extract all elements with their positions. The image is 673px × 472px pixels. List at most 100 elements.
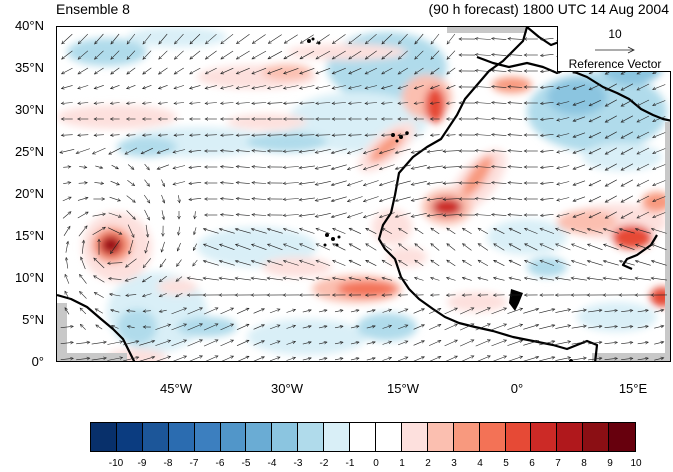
- wind-vector: [145, 180, 150, 187]
- wind-vector: [173, 166, 185, 169]
- wind-vector: [541, 214, 554, 215]
- wind-vector: [93, 148, 106, 154]
- reference-vector-box: 10 Reference Vector: [557, 26, 671, 72]
- wind-vector: [637, 180, 649, 186]
- wind-vector: [492, 340, 507, 346]
- wind-vector: [189, 198, 201, 199]
- wind-vector: [287, 310, 296, 313]
- wind-vector: [478, 244, 488, 251]
- wind-vector: [219, 278, 235, 280]
- wind-vector: [204, 340, 218, 346]
- wind-vector: [539, 325, 555, 329]
- wind-vector: [80, 291, 87, 298]
- wind-vector: [492, 38, 507, 39]
- wind-vector: [94, 103, 104, 104]
- wind-vector: [333, 260, 346, 265]
- wind-vector: [188, 356, 203, 362]
- wind-vector: [635, 261, 650, 266]
- wind-vector: [76, 149, 90, 154]
- wind-vector: [555, 278, 570, 280]
- colorbar: [90, 422, 636, 452]
- wind-vector: [523, 357, 538, 362]
- wind-vector: [462, 278, 471, 281]
- wind-vector: [96, 325, 102, 329]
- wind-vector: [331, 165, 346, 169]
- wind-vector: [415, 228, 424, 234]
- wind-vector: [653, 85, 666, 90]
- wind-vector: [159, 51, 168, 59]
- wind-vector: [237, 308, 249, 313]
- wind-vector: [62, 34, 73, 44]
- wind-vector: [287, 358, 296, 361]
- wind-vector: [447, 278, 456, 281]
- colorbar-tick-label: -10: [109, 458, 123, 469]
- wind-vector: [221, 199, 234, 200]
- wind-vector: [128, 165, 134, 170]
- wind-vector: [299, 182, 315, 184]
- wind-vector: [194, 227, 196, 234]
- wind-vector: [172, 356, 187, 362]
- colorbar-segment: [583, 423, 609, 451]
- wind-vector: [605, 196, 617, 202]
- wind-vector: [174, 103, 184, 104]
- wind-vector: [431, 244, 439, 251]
- wind-vector: [299, 214, 315, 216]
- wind-vector: [621, 180, 633, 186]
- colorbar-tick-label: 8: [581, 458, 587, 469]
- wind-vector: [270, 309, 280, 313]
- panel-title: Ensemble 8: [56, 1, 130, 17]
- colorbar-tick-label: 10: [630, 458, 641, 469]
- wind-vector: [94, 292, 103, 297]
- wind-vector: [236, 182, 250, 183]
- wind-vector: [587, 278, 603, 280]
- wind-vector: [605, 342, 618, 343]
- wind-vector: [555, 341, 570, 344]
- wind-vector: [331, 213, 346, 217]
- wind-vector: [178, 195, 179, 203]
- wind-vector: [507, 356, 522, 361]
- wind-vector: [604, 244, 619, 249]
- colorbar-segment: [195, 423, 221, 451]
- wind-vector: [431, 228, 439, 234]
- colorbar-segment: [143, 423, 169, 451]
- colorbar-segment: [350, 423, 376, 451]
- wind-vector: [283, 199, 299, 200]
- wind-vector: [429, 324, 441, 329]
- wind-vector: [367, 358, 375, 360]
- wind-vector: [508, 103, 522, 104]
- wind-vector: [66, 241, 68, 252]
- wind-vector: [494, 278, 505, 281]
- wind-vector: [187, 278, 203, 280]
- wind-vector: [492, 356, 507, 362]
- wind-vector: [205, 103, 217, 104]
- wind-vector: [605, 180, 617, 186]
- lon-label-15w: 15°W: [373, 381, 433, 396]
- wind-vector: [541, 198, 554, 199]
- wind-vector: [221, 183, 234, 184]
- wind-vector: [383, 310, 392, 313]
- wind-vector: [236, 103, 250, 104]
- wind-vector: [447, 68, 455, 74]
- wind-vector: [60, 149, 74, 152]
- wind-vector: [283, 215, 299, 216]
- wind-vector: [349, 260, 361, 265]
- wind-vector: [508, 199, 522, 200]
- wind-vector: [237, 356, 249, 361]
- wind-vector: [127, 103, 136, 104]
- wind-vector: [541, 182, 554, 183]
- wind-vector: [283, 183, 299, 184]
- lat-label-20n: 20°N: [0, 186, 44, 201]
- wind-vector: [190, 103, 201, 104]
- lat-label-5n: 5°N: [0, 312, 44, 327]
- colorbar-segment: [454, 423, 480, 451]
- wind-vector: [235, 278, 251, 280]
- wind-vector: [221, 51, 233, 59]
- wind-vector: [236, 214, 250, 215]
- wind-vector: [145, 164, 150, 170]
- wind-vector: [316, 35, 329, 44]
- wind-vector: [541, 150, 554, 151]
- wind-vector: [347, 197, 362, 202]
- wind-vector: [283, 278, 299, 280]
- wind-vector: [78, 212, 88, 218]
- wind-vector: [492, 118, 507, 119]
